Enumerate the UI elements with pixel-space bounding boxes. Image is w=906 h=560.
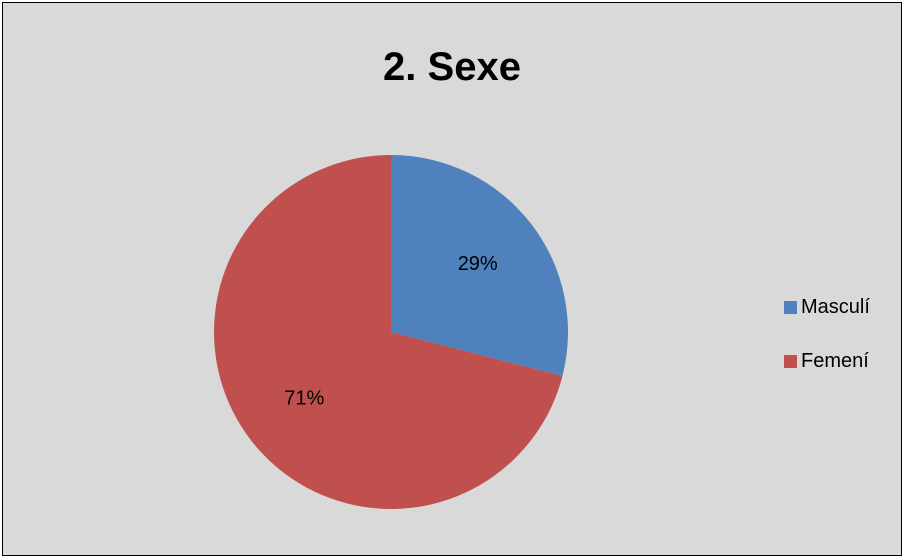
pie-slice-2 [214,155,563,509]
legend-swatch-masculi [784,300,797,314]
data-label-2: 71% [284,388,324,410]
pie-chart: 29% 71% [214,155,568,509]
pie-slice-1 [391,155,568,377]
data-label-1: 29% [458,253,498,275]
legend-label-masculi: Masculí [801,295,870,318]
legend-item-femeni: Femení [784,347,870,375]
legend-item-masculi: Masculí [784,293,870,321]
legend-label-femeni: Femení [801,349,869,372]
chart-title: 2. Sexe [383,45,521,89]
legend: Masculí Femení [784,293,870,401]
legend-swatch-femeni [784,354,797,368]
